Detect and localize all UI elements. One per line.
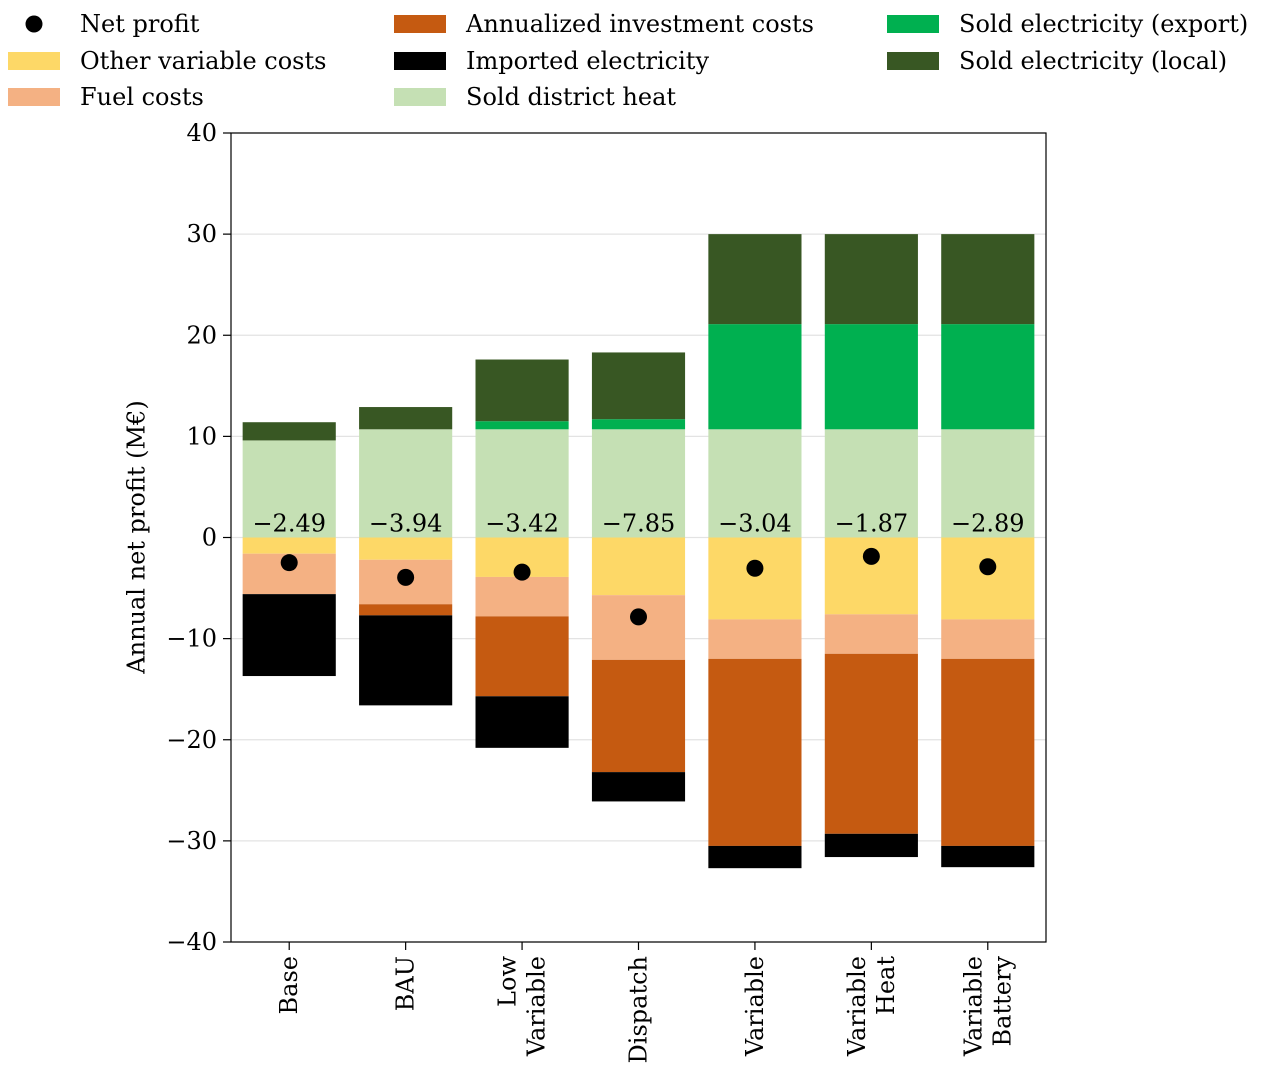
bar-segment — [359, 604, 453, 616]
y-tick-label: 30 — [186, 220, 217, 248]
y-axis-label: Annual net profit (M€) — [123, 400, 151, 674]
net-profit-dot — [280, 554, 298, 572]
bar-segment — [242, 422, 336, 441]
y-tick-label: 10 — [186, 422, 217, 450]
bar-segment — [824, 429, 918, 538]
bar-segment — [359, 429, 453, 538]
bar-segment — [359, 615, 453, 706]
net-profit-labels: −2.49 −3.94 −3.42 −7.85 −3.04 −1.87 −2.89 — [252, 510, 1024, 538]
net-profit-dot — [979, 558, 997, 576]
y-tick-label: 20 — [186, 321, 217, 349]
net-profit-value-label: −7.85 — [602, 510, 676, 538]
net-profit-dot — [862, 547, 880, 565]
bar-segment — [475, 696, 569, 748]
bar-segment — [475, 616, 569, 697]
bar-segment — [475, 429, 569, 538]
bar-segment — [359, 407, 453, 430]
legend-label: Net profit — [80, 10, 200, 38]
x-tick-label: Variable — [959, 956, 987, 1057]
x-tick-label: Battery — [988, 956, 1016, 1047]
bar-segment — [708, 234, 802, 325]
bar-segment — [591, 419, 686, 430]
bar-segment — [708, 845, 802, 869]
x-axis: Base BAU Low Variable Dispatch Variable Variab… — [275, 942, 1016, 1063]
net-profit-value-label: −3.04 — [718, 510, 792, 538]
bar-segment — [824, 324, 918, 430]
bar-segment — [591, 595, 686, 660]
bar-segment — [941, 658, 1035, 846]
net-profit-dot — [513, 563, 531, 581]
legend-label: Sold district heat — [466, 83, 676, 111]
bar-segment — [475, 421, 569, 430]
x-tick-label: Heat — [872, 956, 900, 1015]
legend-marker — [25, 15, 43, 33]
legend-swatch — [887, 52, 939, 70]
net-profit-value-label: −3.42 — [485, 510, 559, 538]
bar-segment — [708, 619, 802, 659]
bar-segment — [941, 429, 1035, 538]
legend-swatch — [394, 88, 446, 106]
net-profit-markers — [280, 547, 997, 626]
x-tick-label: Low — [494, 956, 522, 1007]
net-profit-value-label: −2.49 — [252, 510, 326, 538]
y-tick-label: −10 — [166, 625, 217, 653]
bars — [242, 234, 1035, 869]
bar-segment — [824, 614, 918, 654]
y-tick-label: 0 — [202, 524, 217, 552]
bar-segment — [824, 833, 918, 858]
legend: Net profit Other variable costs Fuel costs… — [8, 10, 1248, 111]
legend-swatch — [394, 15, 446, 33]
bar-segment — [941, 845, 1035, 868]
x-tick-label: Base — [275, 956, 303, 1014]
bar-segment — [591, 429, 686, 538]
bar-segment — [708, 324, 802, 430]
bar-segment — [475, 576, 569, 617]
bar-segment — [708, 537, 802, 620]
bar-segment — [824, 653, 918, 834]
legend-label: Other variable costs — [80, 47, 326, 75]
bar-segment — [359, 537, 453, 560]
legend-label: Sold electricity (local) — [959, 47, 1227, 75]
x-tick-label: Dispatch — [625, 956, 653, 1063]
bar-segment — [941, 619, 1035, 659]
legend-swatch — [8, 52, 60, 70]
legend-label: Annualized investment costs — [465, 10, 814, 38]
bar-segment — [242, 537, 336, 554]
net-profit-value-label: −3.94 — [369, 510, 443, 538]
bar-segment — [941, 234, 1035, 325]
bar-segment — [708, 429, 802, 538]
y-axis: −40 −30 −20 −10 0 10 20 30 40 — [166, 119, 231, 956]
net-profit-dot — [397, 568, 415, 586]
legend-swatch — [394, 52, 446, 70]
y-tick-label: 40 — [186, 119, 217, 147]
net-profit-value-label: −1.87 — [835, 510, 909, 538]
net-profit-dot — [746, 559, 764, 577]
bar-segment — [591, 352, 686, 420]
bar-segment — [708, 658, 802, 846]
y-tick-label: −20 — [166, 726, 217, 754]
bar-segment — [591, 659, 686, 773]
x-tick-label: Variable — [843, 956, 871, 1057]
bar-segment — [242, 440, 336, 538]
bar-segment — [475, 359, 569, 422]
x-tick-label: BAU — [392, 956, 420, 1011]
bar-segment — [591, 537, 686, 596]
x-tick-label: Variable — [523, 956, 551, 1057]
legend-swatch — [8, 88, 60, 106]
x-tick-label: Variable — [741, 956, 769, 1057]
legend-swatch — [887, 15, 939, 33]
net-profit-dot — [630, 608, 647, 626]
bar-segment — [941, 324, 1035, 430]
legend-label: Sold electricity (export) — [959, 10, 1248, 38]
bar-segment — [941, 537, 1035, 620]
net-profit-value-label: −2.89 — [951, 510, 1025, 538]
y-tick-label: −30 — [166, 827, 217, 855]
y-tick-label: −40 — [166, 928, 217, 956]
legend-label: Imported electricity — [466, 47, 709, 75]
bar-segment — [242, 594, 336, 677]
legend-label: Fuel costs — [80, 83, 204, 111]
bar-segment — [824, 234, 918, 325]
bar-segment — [591, 772, 686, 802]
